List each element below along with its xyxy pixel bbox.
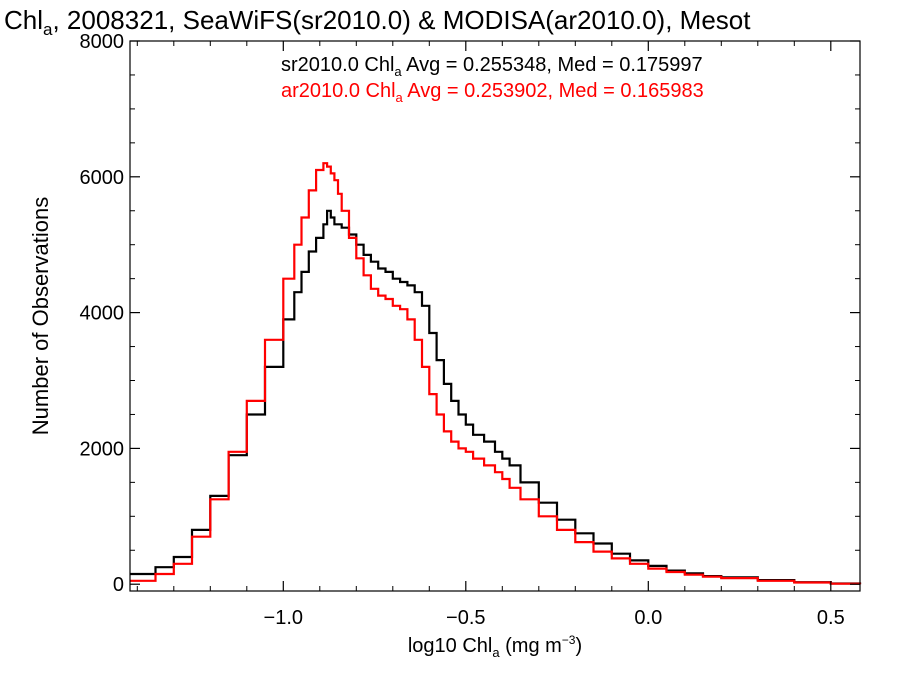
x-tick-label: −1.0: [264, 607, 303, 629]
x-axis-label: log10 Chla (mg m−3): [408, 633, 582, 660]
y-tick-label: 8000: [80, 31, 125, 53]
y-tick-label: 0: [113, 574, 124, 596]
legend-entry-sr2010: sr2010.0 Chla Avg = 0.255348, Med = 0.17…: [281, 54, 703, 79]
y-tick-label: 4000: [80, 303, 125, 325]
x-tick-label: 0.0: [634, 607, 662, 629]
x-tick-label: −0.5: [446, 607, 485, 629]
y-tick-label: 2000: [80, 438, 125, 460]
x-tick-label: 0.5: [817, 607, 845, 629]
series-layer: [130, 162, 862, 585]
y-axis-label: Number of Observations: [28, 197, 53, 435]
tick-layer: −1.0 −0.5 0.0 0.5 0 2000 4000 6000 8000: [80, 31, 860, 629]
plot-frame: [129, 40, 861, 592]
series-line-1: [130, 162, 862, 585]
legend-entry-ar2010: ar2010.0 Chla Avg = 0.253902, Med = 0.16…: [281, 80, 704, 105]
chart-title: Chla, 2008321, SeaWiFS(sr2010.0) & MODIS…: [4, 5, 751, 39]
y-tick-label: 6000: [80, 167, 125, 189]
